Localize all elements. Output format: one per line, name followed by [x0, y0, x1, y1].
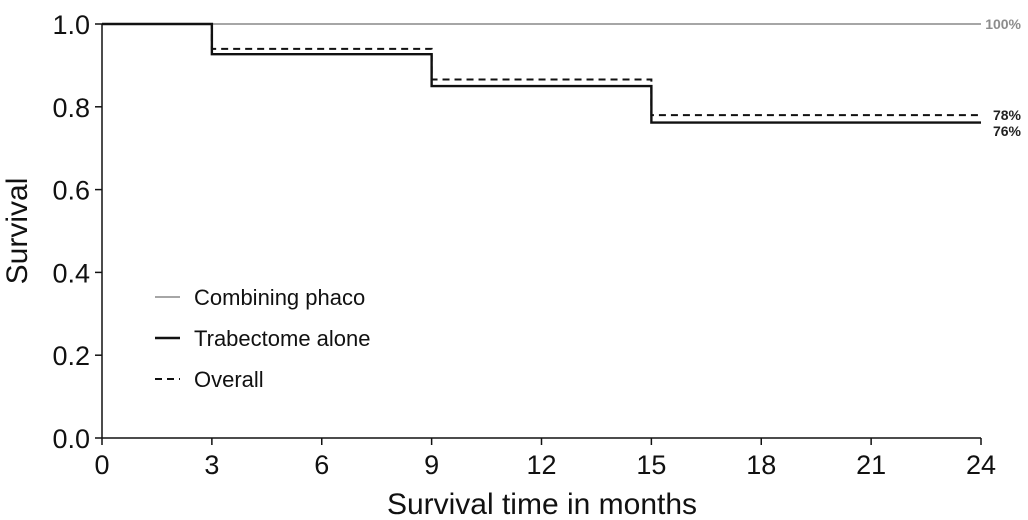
y-axis-title: Survival	[1, 178, 34, 285]
y-tick-label: 0.0	[52, 424, 90, 454]
x-ticks: 0 3 6 9 12 15 18 21 24	[94, 438, 996, 480]
x-tick-label: 12	[526, 450, 556, 480]
series-line-overall	[102, 23, 981, 117]
x-tick-label: 21	[856, 450, 886, 480]
x-tick-label: 3	[204, 450, 219, 480]
x-tick-label: 0	[94, 450, 109, 480]
y-ticks: 0.0 0.2 0.4 0.6 0.8 1.0	[52, 10, 102, 454]
end-label-overall: 78%	[993, 107, 1022, 123]
legend-label-overall: Overall	[194, 367, 264, 392]
y-tick-label: 0.2	[52, 341, 90, 371]
legend-label-trabectome-alone: Trabectome alone	[194, 326, 371, 351]
end-labels: 100% 78%76%	[985, 16, 1021, 139]
series-layer	[102, 22, 981, 124]
legend-label-combining-phaco: Combining phaco	[194, 285, 365, 310]
x-tick-label: 18	[746, 450, 776, 480]
y-tick-label: 0.8	[52, 93, 90, 123]
x-tick-label: 9	[424, 450, 439, 480]
y-tick-label: 1.0	[52, 10, 90, 40]
y-tick-label: 0.6	[52, 176, 90, 206]
end-label-combining-phaco: 100%	[985, 16, 1021, 32]
x-tick-label: 15	[636, 450, 666, 480]
legend: Combining phaco Trabectome alone Overall	[155, 285, 371, 392]
series-line-trabectome-alone	[102, 22, 981, 124]
y-tick-label: 0.4	[52, 258, 90, 288]
x-tick-label: 6	[314, 450, 329, 480]
end-label-trabectome-alone: 76%	[993, 123, 1022, 139]
x-axis-title: Survival time in months	[387, 488, 697, 520]
x-tick-label: 24	[966, 450, 996, 480]
